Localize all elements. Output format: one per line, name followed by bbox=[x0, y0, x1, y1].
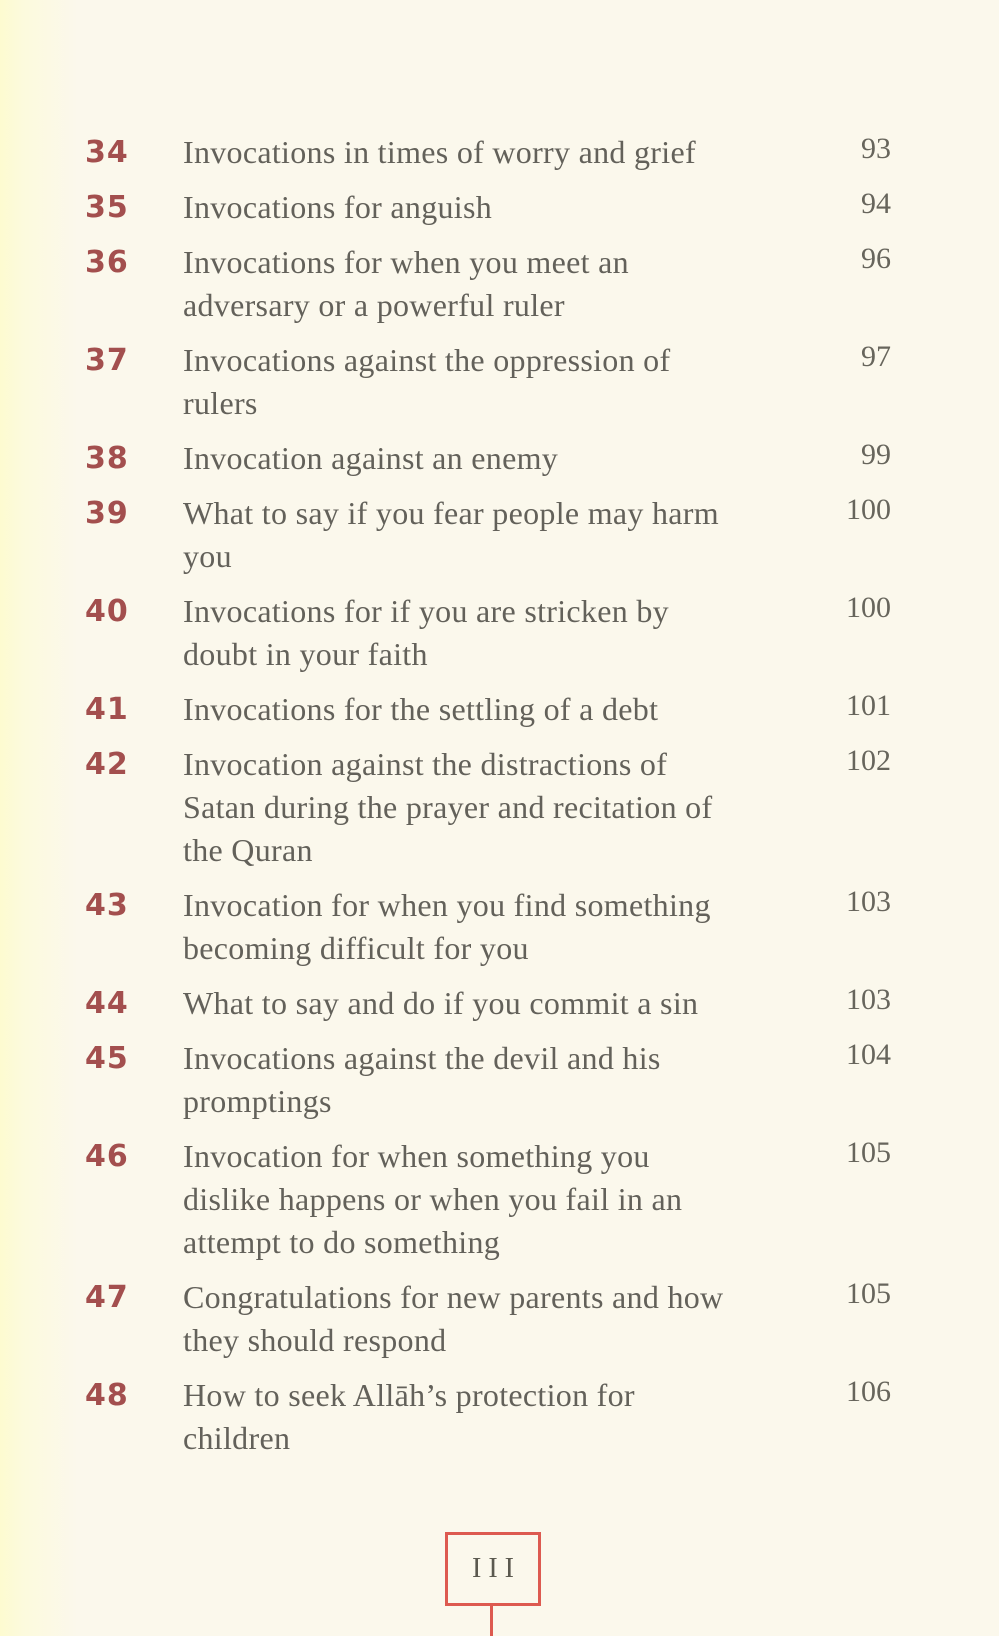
toc-entry: 39 What to say if you fear people may ha… bbox=[0, 492, 999, 578]
entry-number: 43 bbox=[85, 888, 129, 923]
entry-title-line: the Quran bbox=[183, 832, 313, 868]
entry-number: 44 bbox=[85, 986, 129, 1021]
entry-page-number: 96 bbox=[861, 242, 891, 275]
entry-page-number: 99 bbox=[861, 438, 891, 471]
entry-title-line: Invocation against an enemy bbox=[183, 440, 559, 476]
entry-page-number: 103 bbox=[846, 885, 891, 918]
entry-title-line: Congratulations for new parents and how bbox=[183, 1279, 724, 1315]
toc-entry: 37 Invocations against the oppression of… bbox=[0, 339, 999, 425]
folio-number: III bbox=[472, 1553, 521, 1584]
entry-page-number: 105 bbox=[846, 1277, 891, 1310]
entry-title-line: Invocation for when you find something bbox=[183, 887, 711, 923]
toc-entry: 48 How to seek Allāh’s protection for chi… bbox=[0, 1374, 999, 1460]
entry-page-number: 102 bbox=[846, 744, 891, 777]
entry-title: What to say if you fear people may harm y… bbox=[183, 492, 829, 578]
entry-title-line: Invocations for the settling of a debt bbox=[183, 691, 659, 727]
entry-page-number: 100 bbox=[846, 493, 891, 526]
entry-number: 35 bbox=[85, 190, 129, 225]
toc-entry: 46 Invocation for when something you disl… bbox=[0, 1135, 999, 1264]
entry-title: Invocations against the oppression of rul… bbox=[183, 339, 829, 425]
entry-number: 37 bbox=[85, 343, 129, 378]
entry-title: Invocations for anguish bbox=[183, 186, 829, 229]
toc-entry: 34 Invocations in times of worry and gri… bbox=[0, 131, 999, 174]
entry-title-line: they should respond bbox=[183, 1322, 447, 1358]
toc-entry: 45 Invocations against the devil and his… bbox=[0, 1037, 999, 1123]
entry-title-line: you bbox=[183, 538, 232, 574]
entry-number: 42 bbox=[85, 747, 129, 782]
entry-title-line: What to say and do if you commit a sin bbox=[183, 985, 699, 1021]
toc-entry: 40 Invocations for if you are stricken b… bbox=[0, 590, 999, 676]
entry-title: Invocation against the distractions of Sa… bbox=[183, 743, 829, 872]
entry-page-number: 93 bbox=[861, 132, 891, 165]
entry-title-line: rulers bbox=[183, 385, 258, 421]
entry-title: Invocations against the devil and his pro… bbox=[183, 1037, 829, 1123]
entry-title: Invocations in times of worry and grief bbox=[183, 131, 829, 174]
entry-title-line: Invocations in times of worry and grief bbox=[183, 134, 696, 170]
toc-entry: 42 Invocation against the distractions o… bbox=[0, 743, 999, 872]
entry-number: 45 bbox=[85, 1041, 129, 1076]
entry-page-number: 106 bbox=[846, 1375, 891, 1408]
folio-rule bbox=[490, 1604, 493, 1636]
entry-title: Invocation for when you find something be… bbox=[183, 884, 829, 970]
entry-number: 36 bbox=[85, 245, 129, 280]
toc-entry: 43 Invocation for when you find somethin… bbox=[0, 884, 999, 970]
entry-page-number: 103 bbox=[846, 983, 891, 1016]
entry-title-line: Invocation against the distractions of bbox=[183, 746, 668, 782]
entry-number: 46 bbox=[85, 1139, 129, 1174]
entry-title-line: Invocations for anguish bbox=[183, 189, 493, 225]
toc-entry: 47 Congratulations for new parents and h… bbox=[0, 1276, 999, 1362]
toc-entry: 35 Invocations for anguish 94 bbox=[0, 186, 999, 229]
entry-title-line: children bbox=[183, 1420, 291, 1456]
entry-title: Congratulations for new parents and how t… bbox=[183, 1276, 829, 1362]
entry-title: What to say and do if you commit a sin bbox=[183, 982, 829, 1025]
entry-page-number: 94 bbox=[861, 187, 891, 220]
entry-page-number: 97 bbox=[861, 340, 891, 373]
entry-title-line: How to seek Allāh’s protection for bbox=[183, 1377, 635, 1413]
entry-title-line: Invocations for if you are stricken by bbox=[183, 593, 669, 629]
entry-page-number: 101 bbox=[846, 689, 891, 722]
entry-title-line: dislike happens or when you fail in an bbox=[183, 1181, 683, 1217]
entry-number: 48 bbox=[85, 1378, 129, 1413]
entry-page-number: 104 bbox=[846, 1038, 891, 1071]
toc-entry: 44 What to say and do if you commit a si… bbox=[0, 982, 999, 1025]
entry-title-line: Invocations against the oppression of bbox=[183, 342, 671, 378]
entry-title: Invocation for when something you dislike… bbox=[183, 1135, 829, 1264]
entry-title: Invocation against an enemy bbox=[183, 437, 829, 480]
entry-title-line: Invocation for when something you bbox=[183, 1138, 650, 1174]
entry-number: 34 bbox=[85, 135, 129, 170]
entry-title-line: attempt to do something bbox=[183, 1224, 501, 1260]
entry-title-line: Satan during the prayer and recitation o… bbox=[183, 789, 713, 825]
entry-title-line: becoming difficult for you bbox=[183, 930, 529, 966]
toc-entry: 36 Invocations for when you meet an adver… bbox=[0, 241, 999, 327]
entry-number: 39 bbox=[85, 496, 129, 531]
entry-title-line: doubt in your faith bbox=[183, 636, 428, 672]
entry-number: 41 bbox=[85, 692, 129, 727]
entry-title-line: What to say if you fear people may harm bbox=[183, 495, 719, 531]
entry-number: 47 bbox=[85, 1280, 129, 1315]
entry-number: 40 bbox=[85, 594, 129, 629]
entry-title: Invocations for the settling of a debt bbox=[183, 688, 829, 731]
folio-box: III bbox=[445, 1532, 541, 1606]
toc-entry: 41 Invocations for the settling of a deb… bbox=[0, 688, 999, 731]
entry-page-number: 105 bbox=[846, 1136, 891, 1169]
entry-title-line: adversary or a powerful ruler bbox=[183, 287, 565, 323]
table-of-contents: 34 Invocations in times of worry and gri… bbox=[0, 131, 999, 1472]
entry-number: 38 bbox=[85, 441, 129, 476]
entry-title: Invocations for when you meet an adversar… bbox=[183, 241, 829, 327]
entry-title: Invocations for if you are stricken by do… bbox=[183, 590, 829, 676]
entry-title: How to seek Allāh’s protection for childr… bbox=[183, 1374, 829, 1460]
entry-title-line: Invocations against the devil and his bbox=[183, 1040, 661, 1076]
entry-page-number: 100 bbox=[846, 591, 891, 624]
toc-entry: 38 Invocation against an enemy 99 bbox=[0, 437, 999, 480]
entry-title-line: Invocations for when you meet an bbox=[183, 244, 629, 280]
entry-title-line: promptings bbox=[183, 1083, 332, 1119]
